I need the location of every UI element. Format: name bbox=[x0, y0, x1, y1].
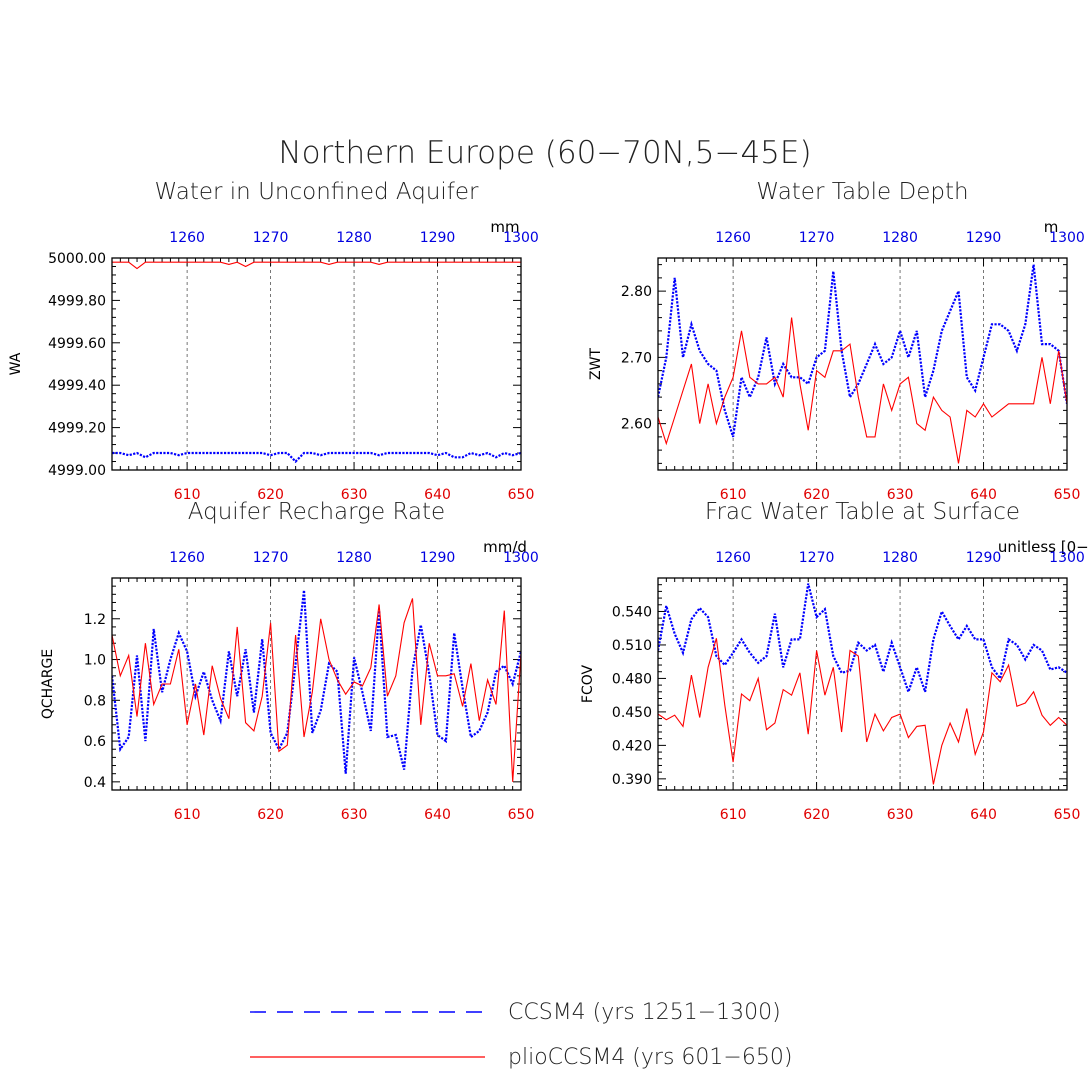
series-line-plio bbox=[658, 317, 1067, 464]
y-tick-label: 4999.80 bbox=[48, 293, 106, 309]
x-tick-label-top: 1260 bbox=[715, 230, 751, 246]
x-tick-label-top: 1270 bbox=[253, 230, 289, 246]
x-tick-label-bottom: 650 bbox=[508, 807, 535, 823]
panels: Water in Unconfined Aquifer mm WA 4999.00 49… bbox=[8, 179, 1090, 823]
series-line-ccsm4 bbox=[112, 451, 521, 464]
x-tick-label-top: 1300 bbox=[1049, 550, 1085, 566]
x-tick-label-bottom: 610 bbox=[174, 487, 201, 503]
plot-frame bbox=[657, 577, 1068, 791]
plot-frame bbox=[111, 577, 522, 791]
y-tick-label: 4999.60 bbox=[48, 336, 106, 352]
units-label: mm/d bbox=[483, 538, 527, 556]
x-tick-label-top: 1270 bbox=[253, 550, 289, 566]
units-label: unitless [0−1] bbox=[998, 538, 1090, 556]
x-tick-label-bottom: 630 bbox=[341, 807, 368, 823]
x-tick-label-top: 1280 bbox=[336, 230, 372, 246]
y-axis-label: WA bbox=[8, 352, 24, 375]
panel-title: Frac Water Table at Surface bbox=[705, 499, 1020, 525]
x-tick-label-bottom: 610 bbox=[720, 807, 747, 823]
x-tick-label-bottom: 640 bbox=[424, 807, 451, 823]
series-line-ccsm4 bbox=[112, 590, 521, 774]
y-tick-label: 0.6 bbox=[84, 734, 106, 750]
x-tick-label-bottom: 620 bbox=[257, 807, 284, 823]
chart-panel-2: Water Table Depth m ZWT 2.60 2.70 2.80 610 620 6… bbox=[588, 179, 1085, 503]
x-tick-label-top: 1290 bbox=[420, 550, 456, 566]
y-tick-label: 0.510 bbox=[612, 638, 652, 654]
y-tick-label: 2.60 bbox=[621, 417, 652, 433]
y-tick-label: 2.80 bbox=[621, 284, 652, 300]
panel-title: Aquifer Recharge Rate bbox=[188, 499, 445, 525]
y-tick-label: 0.390 bbox=[612, 772, 652, 788]
plot-frame bbox=[657, 257, 1068, 471]
x-tick-label-top: 1260 bbox=[169, 550, 205, 566]
x-tick-label-top: 1290 bbox=[966, 550, 1002, 566]
x-tick-label-bottom: 610 bbox=[720, 487, 747, 503]
x-tick-label-bottom: 650 bbox=[1054, 807, 1081, 823]
x-tick-label-bottom: 630 bbox=[887, 807, 914, 823]
x-tick-label-bottom: 620 bbox=[803, 807, 830, 823]
y-tick-label: 1.0 bbox=[84, 653, 106, 669]
plot-frame bbox=[111, 257, 522, 471]
x-tick-label-top: 1260 bbox=[715, 550, 751, 566]
series-line-ccsm4 bbox=[658, 264, 1067, 438]
y-tick-label: 4999.20 bbox=[48, 421, 106, 437]
x-tick-label-bottom: 630 bbox=[887, 487, 914, 503]
panel-title: Water in Unconfined Aquifer bbox=[154, 179, 479, 205]
panel-title: Water Table Depth bbox=[756, 179, 968, 205]
x-tick-label-bottom: 640 bbox=[970, 807, 997, 823]
legend-label-ccsm4: CCSM4 (yrs 1251−1300) bbox=[508, 1000, 781, 1025]
y-tick-label: 1.2 bbox=[84, 612, 106, 628]
x-tick-label-top: 1280 bbox=[336, 550, 372, 566]
y-tick-label: 0.480 bbox=[612, 671, 652, 687]
x-tick-label-bottom: 650 bbox=[1054, 487, 1081, 503]
y-tick-label: 0.420 bbox=[612, 738, 652, 754]
series-line-plio bbox=[658, 638, 1067, 785]
x-tick-label-top: 1290 bbox=[966, 230, 1002, 246]
y-tick-label: 5000.00 bbox=[48, 251, 106, 267]
y-tick-label: 0.450 bbox=[612, 705, 652, 721]
x-tick-label-top: 1270 bbox=[799, 230, 835, 246]
x-tick-label-bottom: 620 bbox=[257, 487, 284, 503]
y-tick-label: 2.70 bbox=[621, 350, 652, 366]
x-tick-label-bottom: 650 bbox=[508, 487, 535, 503]
x-tick-label-top: 1260 bbox=[169, 230, 205, 246]
x-tick-label-top: 1280 bbox=[882, 230, 918, 246]
y-axis-label: QCHARGE bbox=[40, 649, 56, 719]
chart-panel-4: Frac Water Table at Surface unitless [0−1… bbox=[580, 499, 1090, 823]
x-tick-label-bottom: 610 bbox=[174, 807, 201, 823]
y-tick-label: 0.8 bbox=[84, 693, 106, 709]
series-line-plio bbox=[112, 261, 521, 270]
figure-title: Northern Europe (60−70N,5−45E) bbox=[278, 135, 811, 171]
x-tick-label-top: 1300 bbox=[503, 230, 539, 246]
y-tick-label: 4999.40 bbox=[48, 378, 106, 394]
y-tick-label: 4999.00 bbox=[48, 463, 106, 479]
units-label: mm bbox=[490, 218, 519, 236]
series-line-plio bbox=[112, 598, 521, 782]
x-tick-label-top: 1270 bbox=[799, 550, 835, 566]
y-axis-label: ZWT bbox=[588, 348, 604, 380]
units-label: m bbox=[1044, 218, 1059, 236]
x-tick-label-top: 1300 bbox=[1049, 230, 1085, 246]
x-tick-label-top: 1290 bbox=[420, 230, 456, 246]
legend: CCSM4 (yrs 1251−1300) plioCCSM4 (yrs 601… bbox=[250, 1000, 792, 1070]
y-axis-label: FCOV bbox=[580, 664, 596, 703]
x-tick-label-bottom: 640 bbox=[970, 487, 997, 503]
series-line-ccsm4 bbox=[658, 583, 1067, 696]
chart-panel-3: Aquifer Recharge Rate mm/d QCHARGE 0.4 0.6 0.… bbox=[40, 499, 539, 823]
x-tick-label-top: 1300 bbox=[503, 550, 539, 566]
legend-label-plio: plioCCSM4 (yrs 601−650) bbox=[508, 1045, 792, 1070]
x-tick-label-bottom: 620 bbox=[803, 487, 830, 503]
x-tick-label-bottom: 640 bbox=[424, 487, 451, 503]
x-tick-label-top: 1280 bbox=[882, 550, 918, 566]
x-tick-label-bottom: 630 bbox=[341, 487, 368, 503]
y-tick-label: 0.4 bbox=[84, 775, 106, 791]
chart-panel-1: Water in Unconfined Aquifer mm WA 4999.00 49… bbox=[8, 179, 539, 503]
y-tick-label: 0.540 bbox=[612, 604, 652, 620]
